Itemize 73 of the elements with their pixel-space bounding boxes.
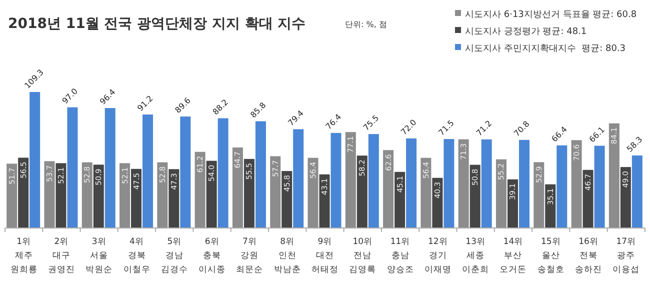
bar bbox=[383, 150, 394, 228]
bar bbox=[218, 118, 228, 228]
x-tick-label: 1위 제주 원희룡 bbox=[10, 237, 38, 275]
x-tick-label: 10위 전남 김영록 bbox=[349, 237, 376, 275]
bar bbox=[518, 140, 530, 228]
bar bbox=[194, 152, 206, 228]
bar bbox=[481, 139, 492, 228]
x-tick-label: 13위 세종 이춘희 bbox=[462, 237, 490, 275]
bar bbox=[293, 129, 304, 228]
bar bbox=[104, 108, 116, 228]
bar bbox=[319, 174, 330, 228]
x-tick-label: 6위 충북 이시종 bbox=[198, 237, 226, 275]
bar bbox=[632, 155, 642, 228]
bar bbox=[232, 147, 243, 228]
bar bbox=[56, 163, 66, 228]
bar bbox=[157, 162, 168, 228]
x-tick-label: 3위 서울 박원순 bbox=[86, 237, 113, 275]
bar bbox=[571, 140, 582, 228]
legend-label: 시도지사 주민지지확대지수 평균: 80.3 bbox=[465, 44, 626, 54]
bar bbox=[67, 107, 78, 228]
bar bbox=[545, 184, 556, 228]
bar bbox=[470, 164, 480, 228]
x-tick-label: 9위 대전 허태정 bbox=[312, 237, 338, 275]
bar bbox=[270, 156, 281, 228]
bar bbox=[444, 139, 454, 228]
bar bbox=[368, 134, 379, 228]
bar bbox=[594, 146, 605, 228]
bar bbox=[282, 171, 292, 228]
x-tick-label: 11위 충남 양승조 bbox=[386, 237, 414, 275]
bar bbox=[142, 114, 154, 228]
bar bbox=[30, 92, 40, 228]
bar bbox=[120, 163, 130, 228]
x-tick-label: 2위 대구 권영진 bbox=[48, 237, 75, 275]
bar bbox=[496, 159, 506, 228]
bar bbox=[345, 132, 356, 228]
bar bbox=[6, 164, 18, 228]
bar bbox=[620, 167, 631, 228]
bar bbox=[406, 138, 417, 228]
bar bbox=[82, 162, 92, 228]
x-tick-label: 16위 전북 송하진 bbox=[575, 237, 602, 275]
x-tick-label: 4위 경북 이철우 bbox=[123, 237, 150, 275]
bar bbox=[18, 158, 29, 228]
bar bbox=[534, 162, 544, 228]
bar bbox=[458, 139, 469, 228]
x-tick-label: 8위 인천 박남춘 bbox=[274, 237, 301, 275]
bar bbox=[44, 161, 55, 228]
x-tick-label: 14위 부산 오거돈 bbox=[500, 237, 527, 275]
bar bbox=[131, 168, 142, 228]
x-tick-label: 12위 경기 이재명 bbox=[424, 237, 452, 275]
bar bbox=[507, 179, 518, 228]
bar bbox=[244, 158, 254, 228]
x-tick-label: 17위 광주 이용섭 bbox=[612, 237, 640, 275]
bar bbox=[394, 172, 406, 228]
x-tick-label: 7위 강원 최문순 bbox=[236, 237, 264, 275]
bar bbox=[608, 123, 620, 228]
x-tick-label: 15위 울산 송철호 bbox=[537, 237, 564, 275]
bar bbox=[420, 158, 432, 228]
bar bbox=[93, 164, 104, 228]
chart-title: 2018년 11월 전국 광역단체장 지지 확대 지수 bbox=[8, 16, 306, 32]
legend-label: 시도지사 6·13지방선거 득표율 평균: 60.8 bbox=[465, 10, 637, 20]
bar bbox=[255, 121, 266, 228]
chart-subtitle: 단위: %, 점 bbox=[345, 20, 387, 29]
bar bbox=[206, 160, 217, 228]
legend-label: 시도지사 긍정평가 평균: 48.1 bbox=[465, 27, 587, 37]
bar bbox=[330, 132, 342, 228]
bar bbox=[556, 145, 568, 228]
bar bbox=[308, 158, 318, 228]
bar bbox=[168, 169, 180, 228]
bar bbox=[180, 116, 191, 228]
bar bbox=[356, 156, 368, 228]
bar bbox=[582, 170, 594, 228]
bar bbox=[432, 178, 443, 228]
x-tick-label: 5위 경남 김경수 bbox=[160, 237, 188, 275]
